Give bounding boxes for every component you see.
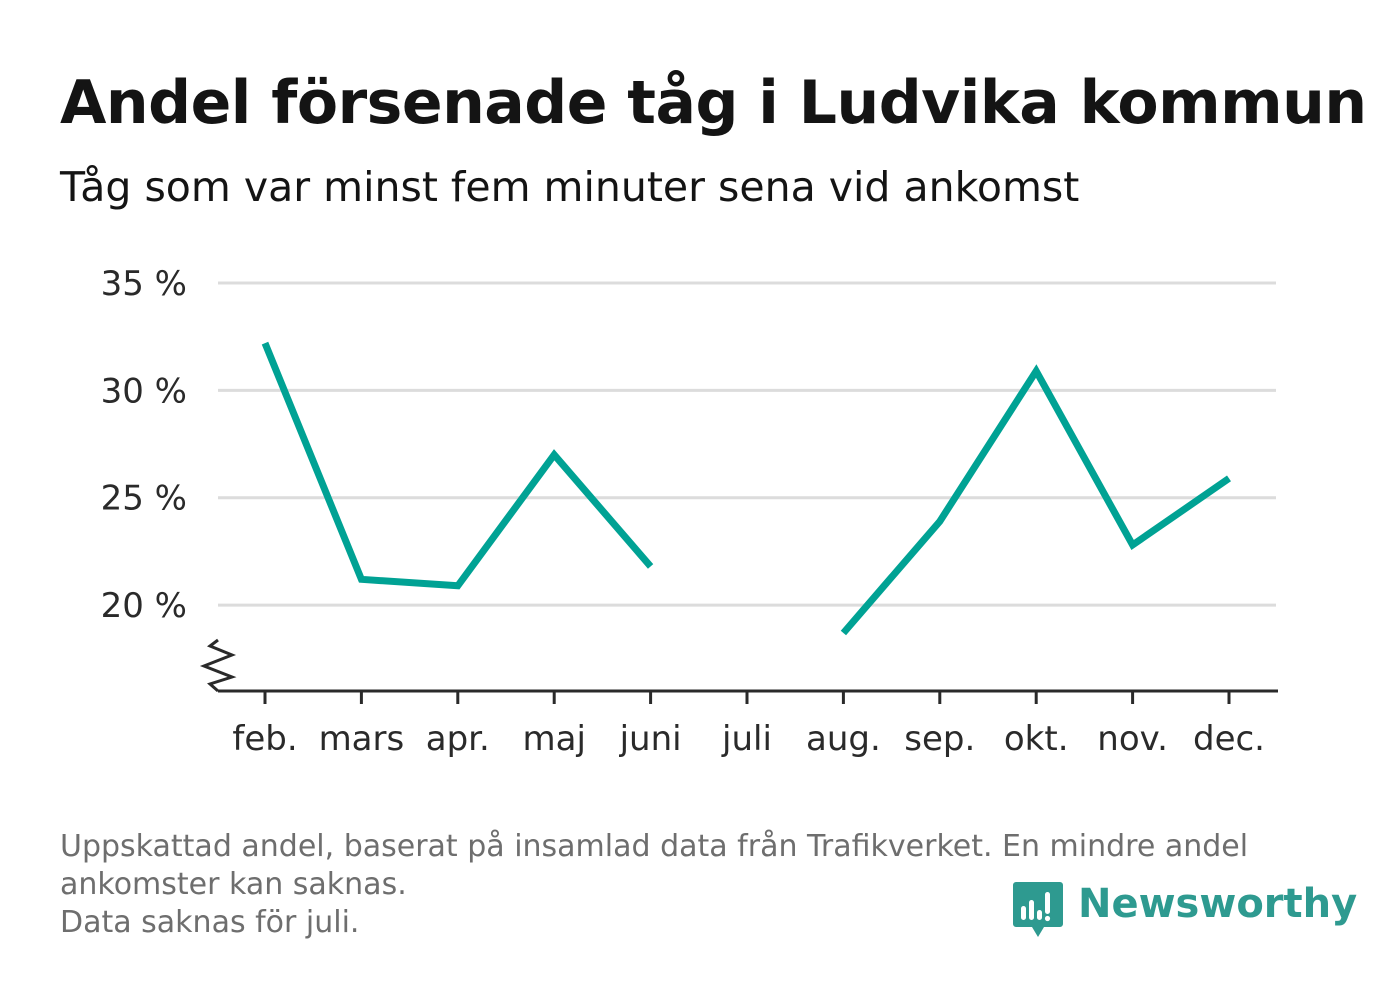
x-tick-label: juli (721, 719, 772, 759)
chart-title: Andel försenade tåg i Ludvika kommun (60, 68, 1367, 138)
newsworthy-bar-chart-icon (1013, 882, 1063, 937)
x-axis-tick-labels: feb. mars apr. maj juni juli aug. sep. okt. nov. d… (232, 719, 1265, 759)
y-tick-label: 25 % (101, 479, 187, 519)
x-tick-label: sep. (904, 719, 975, 759)
x-axis (199, 638, 1278, 704)
y-tick-label: 30 % (101, 371, 187, 411)
grid-lines (218, 281, 1276, 607)
x-tick-label: feb. (232, 719, 297, 759)
y-tick-label: 20 % (101, 586, 187, 626)
x-tick-label: aug. (806, 719, 881, 759)
x-tick-label: apr. (426, 719, 490, 759)
y-axis-tick-labels: 20 % 25 % 30 % 35 % (101, 264, 187, 626)
series-lines (261, 341, 1231, 636)
footnote: Uppskattad andel, baserat på insamlad da… (60, 828, 1320, 942)
newsworthy-logo: Newsworthy (1012, 880, 1357, 940)
x-tick-label: mars (319, 719, 405, 759)
x-tick-label: nov. (1097, 719, 1168, 759)
footnote-line: Data saknas för juli. (60, 905, 360, 940)
chart-subtitle: Tåg som var minst fem minuter sena vid a… (60, 163, 1080, 211)
footnote-line: ankomster kan saknas. (60, 867, 407, 902)
logo-text: Newsworthy (1078, 881, 1358, 927)
x-tick-label: dec. (1193, 719, 1265, 759)
footnote-line: Uppskattad andel, baserat på insamlad da… (60, 829, 1249, 864)
x-tick-label: okt. (1004, 719, 1069, 759)
series-line-segment (840, 364, 1231, 636)
series-line-segment (261, 341, 654, 590)
y-tick-label: 35 % (101, 264, 187, 304)
y-axis-break (199, 638, 237, 693)
x-tick-label: maj (522, 719, 585, 759)
x-tick-label: juni (619, 719, 682, 759)
